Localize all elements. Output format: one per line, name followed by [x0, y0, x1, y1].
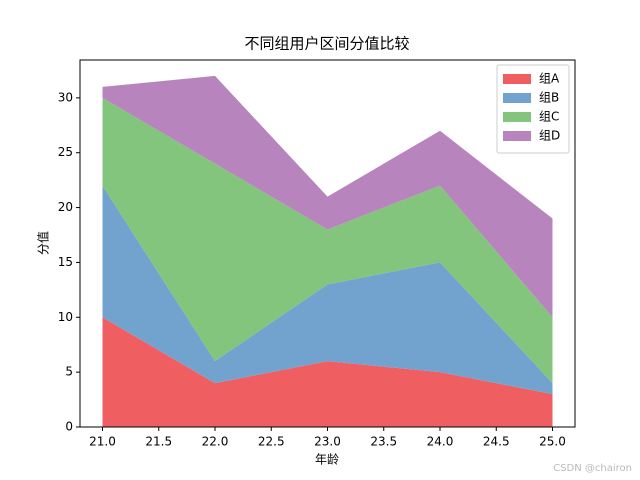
y-tick-label: 25 [58, 145, 73, 159]
y-tick-label: 30 [58, 90, 73, 104]
area [102, 185, 553, 395]
chart-title: 不同组用户区间分值比较 [244, 35, 409, 53]
area [102, 317, 553, 427]
watermark: CSDN @chairon [553, 463, 632, 474]
y-tick-label: 15 [58, 255, 73, 269]
y-axis-label: 分值 [36, 231, 51, 255]
x-tick-label: 22.5 [258, 435, 285, 449]
legend-swatch [503, 93, 531, 103]
x-tick-label: 24.5 [483, 435, 510, 449]
legend-swatch [503, 74, 531, 84]
x-tick-label: 21.0 [89, 435, 116, 449]
x-tick-label: 21.5 [145, 435, 172, 449]
legend-label: 组C [539, 110, 559, 124]
x-tick-label: 22.0 [202, 435, 229, 449]
area [102, 75, 553, 318]
y-tick-label: 20 [58, 200, 73, 214]
x-tick-label: 23.0 [314, 435, 341, 449]
area [102, 97, 553, 384]
legend-label: 组A [539, 72, 560, 86]
x-tick-label: 24.0 [427, 435, 454, 449]
x-tick-label: 25.0 [539, 435, 566, 449]
legend-label: 组B [539, 91, 559, 105]
x-tick-label: 23.5 [370, 435, 397, 449]
legend-swatch [503, 112, 531, 122]
y-tick-label: 5 [65, 365, 73, 379]
y-tick-label: 10 [58, 310, 73, 324]
y-tick-label: 0 [65, 420, 73, 434]
x-axis-label: 年龄 [315, 453, 339, 467]
legend-swatch [503, 131, 531, 141]
legend-label: 组D [539, 129, 560, 143]
